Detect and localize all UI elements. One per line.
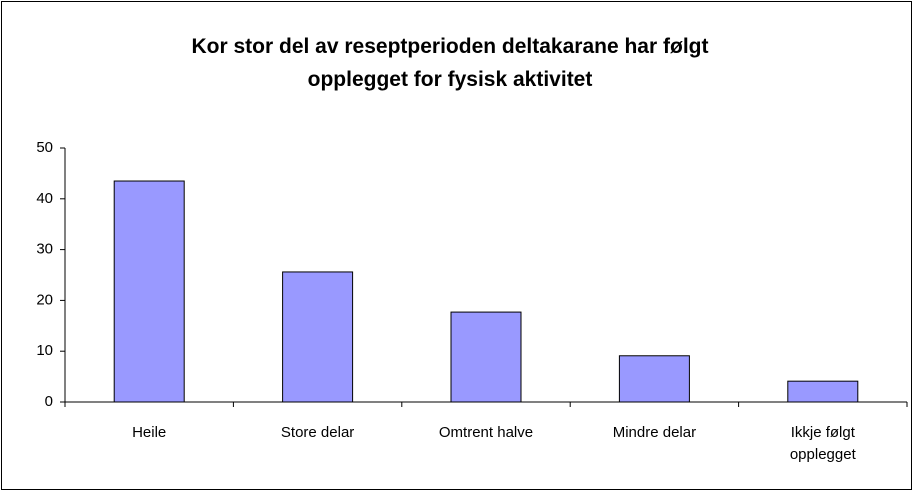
y-tick-label: 40 xyxy=(36,190,53,207)
bar xyxy=(113,180,185,403)
x-tick-label: Mindre delar xyxy=(612,424,697,441)
y-tick-label: 50 xyxy=(36,139,53,156)
x-tick-label: Omtrent halve xyxy=(438,424,534,441)
bar xyxy=(450,311,522,403)
bar xyxy=(282,271,354,403)
x-tick-label: Heile xyxy=(132,424,167,441)
y-tick-label: 0 xyxy=(45,393,53,410)
x-tick-label: Ikkje følgt opplegget xyxy=(789,424,856,463)
x-tick-label: Store delar xyxy=(280,424,355,441)
bar xyxy=(618,355,690,403)
y-tick-label: 30 xyxy=(36,241,53,258)
chart-title: Kor stor del av reseptperioden deltakara… xyxy=(191,35,709,91)
bar xyxy=(787,380,859,403)
y-tick-label: 10 xyxy=(36,342,53,359)
y-tick-label: 20 xyxy=(36,291,53,308)
